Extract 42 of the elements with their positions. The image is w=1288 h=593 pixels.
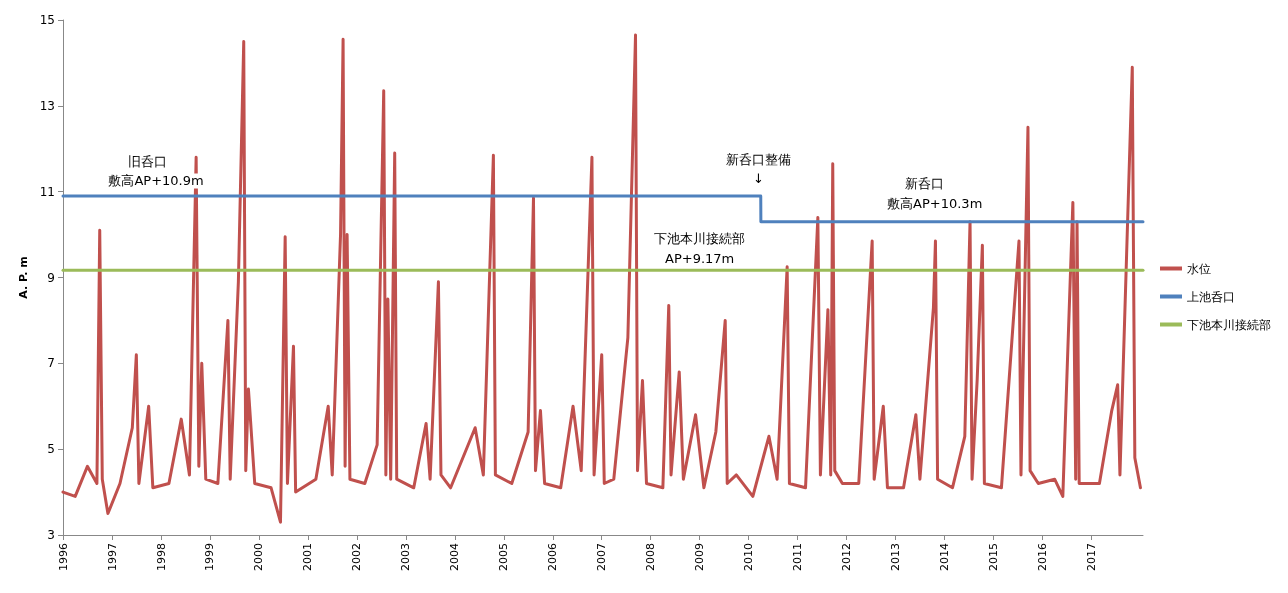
x-tick-label: 2010: [742, 543, 756, 571]
y-tick-label: 7: [47, 356, 55, 371]
annotation: ↓: [752, 171, 764, 187]
annotation: 下池本川接続部: [654, 230, 746, 246]
line-series: [61, 33, 1142, 524]
x-tick-label: 2008: [644, 543, 658, 571]
annotation: 敷高AP+10.3m: [887, 196, 983, 212]
x-tick-label: 2000: [252, 543, 266, 571]
x-tick-label: 2015: [987, 543, 1000, 571]
annotation: 旧呑口: [128, 154, 168, 170]
annotation: AP+9.17m: [665, 250, 735, 266]
x-tick-label: 2002: [350, 543, 364, 571]
x-tick-label: 2012: [840, 543, 854, 571]
x-tick-label: 1996: [56, 543, 70, 571]
x-tick-label: 2005: [497, 543, 511, 571]
x-tick-label: 2016: [1035, 543, 1049, 571]
annotation: 新呑口整備: [725, 151, 791, 167]
x-tick-label: 2003: [399, 543, 413, 571]
x-tick-label: 2013: [889, 543, 903, 571]
x-tick-label: 2014: [938, 543, 952, 571]
x-tick-label: 1999: [203, 543, 217, 571]
x-tick-label: 2006: [546, 543, 560, 571]
x-tick-label: 2004: [448, 543, 462, 571]
x-tick-label: 2009: [693, 543, 707, 571]
annotation: 敷高AP+10.9m: [108, 173, 204, 189]
y-tick-label: 3: [47, 528, 55, 542]
x-tick-label: 2017: [1085, 543, 1099, 571]
y-tick-label: 13: [39, 98, 55, 113]
y-tick-label: 5: [47, 442, 55, 457]
y-axis-title: A. P. m: [16, 256, 30, 299]
x-tick-label: 2001: [301, 543, 315, 571]
legend-label: 上池呑口: [1187, 289, 1235, 304]
y-tick-label: 11: [39, 184, 55, 199]
y-tick-label: 15: [39, 13, 55, 27]
legend-label: 下池本川接続部: [1187, 317, 1271, 332]
x-tick-label: 2011: [791, 543, 805, 571]
x-tick-label: 1997: [105, 543, 119, 571]
x-tick-label: 1998: [154, 543, 168, 571]
annotation: 新呑口: [905, 175, 945, 191]
x-tick-label: 2007: [595, 543, 609, 571]
legend-label: 水位: [1187, 261, 1211, 276]
y-tick-label: 9: [47, 270, 55, 285]
